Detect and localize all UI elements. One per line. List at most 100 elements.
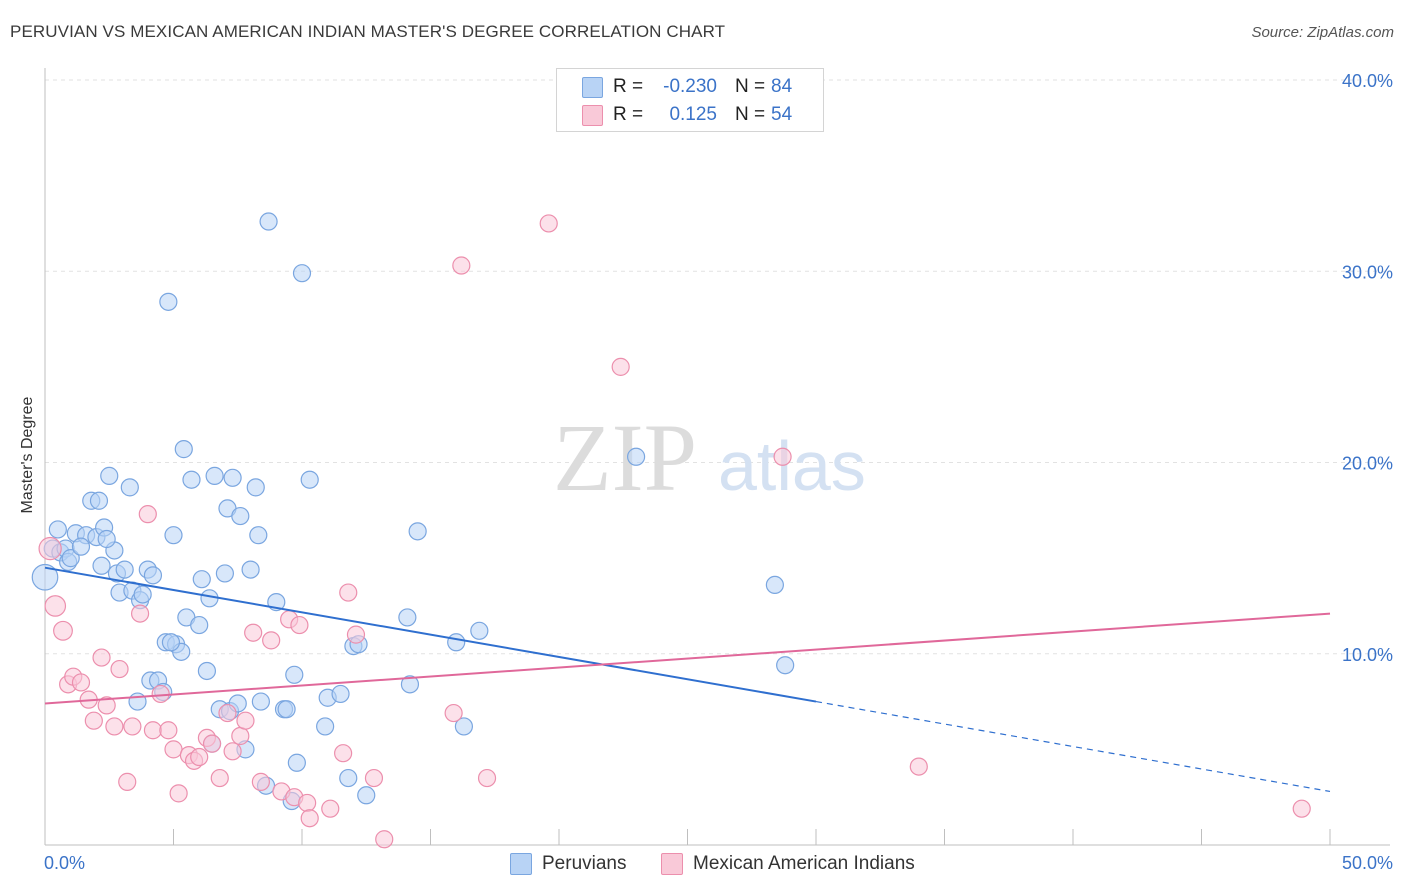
legend-label: Mexican American Indians (693, 853, 915, 874)
data-point (123, 717, 142, 736)
data-point (244, 623, 263, 642)
data-point (133, 585, 152, 604)
data-point (164, 740, 183, 759)
data-point (246, 478, 265, 497)
r-value: -0.230 (663, 76, 717, 97)
data-point (452, 256, 471, 275)
data-point (316, 717, 335, 736)
data-point (408, 522, 427, 541)
mexican-american-indians-points (38, 214, 1311, 849)
data-point (138, 505, 157, 524)
data-point (292, 264, 312, 283)
n-value: 84 (771, 76, 793, 97)
peruvians-trend-extension (815, 700, 1331, 793)
data-point (1292, 799, 1311, 818)
data-point (339, 583, 358, 602)
data-point (105, 717, 124, 736)
data-point (218, 703, 237, 723)
data-point (539, 214, 558, 233)
peruvians-points (31, 212, 795, 811)
data-point (776, 656, 795, 675)
data-point (61, 549, 80, 568)
data-point (300, 809, 319, 828)
data-point (71, 673, 91, 692)
data-point (190, 747, 209, 767)
data-point (48, 520, 67, 539)
data-point (31, 563, 59, 591)
data-point (92, 556, 111, 575)
mexican-american-indians-trend-line (44, 612, 1331, 705)
r-label: R = (613, 104, 644, 125)
watermark-zip-text: ZIP (553, 404, 697, 511)
data-point (115, 560, 134, 579)
data-point (151, 684, 170, 704)
r-label: R = (613, 76, 644, 97)
data-point (92, 648, 111, 667)
gridlines (45, 79, 1390, 655)
data-point (190, 615, 209, 635)
data-point (249, 526, 268, 545)
data-point (444, 703, 463, 723)
data-point (215, 564, 234, 583)
data-point (38, 536, 62, 561)
data-point (287, 753, 306, 772)
y-tick-label: 40.0% (1342, 71, 1393, 91)
data-point (259, 212, 278, 231)
stats-box: R = -0.230 N = 84 R = 0.125 N = 54 (556, 68, 824, 132)
data-point (169, 784, 188, 803)
data-point (223, 468, 242, 487)
data-point (130, 604, 150, 623)
data-point (477, 768, 497, 788)
data-point (118, 772, 137, 791)
data-point (210, 768, 229, 788)
data-point (182, 470, 201, 489)
trend-lines (44, 566, 1331, 793)
data-point (364, 768, 384, 788)
peruvians-trend-line (44, 566, 817, 703)
data-point (84, 711, 103, 730)
y-tick-label: 20.0% (1342, 454, 1393, 474)
stats-row-peruvians: R = -0.230 N = 84 (557, 74, 823, 100)
legend-label: Peruvians (542, 853, 627, 874)
tick-labels: 10.0% 20.0% 30.0% 40.0% 0.0% 50.0% (44, 71, 1393, 873)
data-point (53, 620, 73, 641)
chart-title: PERUVIAN VS MEXICAN AMERICAN INDIAN MAST… (10, 22, 726, 41)
data-point (334, 744, 353, 763)
data-point (773, 447, 792, 466)
data-point (251, 692, 270, 711)
data-point (231, 726, 250, 746)
y-tick-label: 30.0% (1342, 262, 1393, 282)
watermark: ZIP atlas (553, 404, 866, 511)
data-point (89, 491, 109, 510)
data-point (400, 675, 420, 694)
data-point (161, 633, 181, 652)
data-point (202, 734, 222, 753)
data-point (143, 566, 163, 585)
data-point (298, 793, 317, 813)
data-point (100, 466, 119, 485)
legend-swatch-mexican-american-indians (661, 853, 683, 875)
data-point (454, 717, 474, 736)
data-point (159, 292, 178, 311)
data-point (236, 711, 255, 730)
legend-swatch-peruvians (510, 853, 532, 875)
data-point (174, 440, 193, 459)
n-label: N = (735, 76, 766, 97)
data-point (97, 529, 116, 549)
axes (44, 68, 1390, 846)
data-point (44, 595, 67, 617)
data-point (331, 684, 350, 704)
y-tick-label: 10.0% (1342, 645, 1393, 665)
data-point (197, 661, 217, 681)
data-point (110, 659, 129, 679)
data-point (300, 470, 319, 489)
data-point (192, 570, 211, 589)
peruvians-swatch (582, 77, 603, 98)
data-point (375, 830, 394, 849)
data-point (143, 721, 163, 740)
data-point (159, 721, 178, 740)
source-label: Source: ZipAtlas.com (1251, 24, 1394, 41)
data-point (262, 631, 281, 650)
data-point (447, 633, 466, 652)
